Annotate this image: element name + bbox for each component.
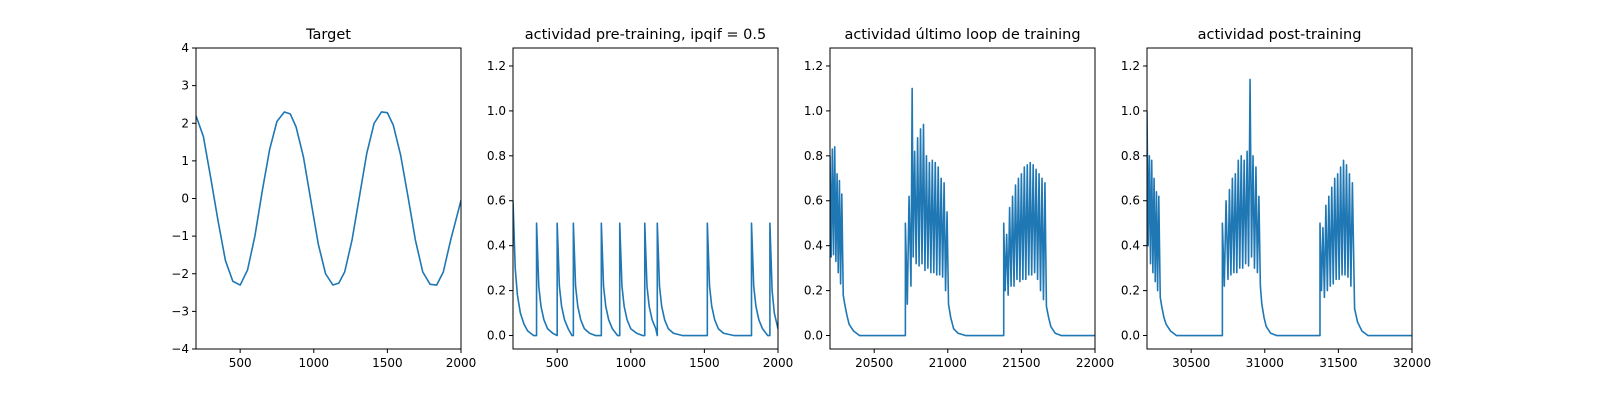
y-tick-label: 0.2 bbox=[804, 284, 823, 298]
x-tick-label: 31500 bbox=[1319, 356, 1357, 370]
y-tick-label: 1.2 bbox=[487, 59, 506, 73]
series-line bbox=[830, 87, 1095, 337]
y-tick-label: 0.8 bbox=[487, 149, 506, 163]
x-tick-label: 500 bbox=[546, 356, 569, 370]
chart-title: actividad pre-training, ipqif = 0.5 bbox=[525, 27, 766, 43]
y-tick-label: 0.6 bbox=[804, 194, 823, 208]
y-tick-label: −4 bbox=[171, 342, 189, 356]
y-tick-label: 0.8 bbox=[1121, 149, 1140, 163]
y-tick-label: 0.2 bbox=[1121, 284, 1140, 298]
y-tick-label: 1.2 bbox=[804, 59, 823, 73]
chart-title: Target bbox=[305, 27, 351, 43]
y-tick-label: 0.4 bbox=[804, 239, 823, 253]
y-tick-label: 0.2 bbox=[487, 284, 506, 298]
y-tick-label: −2 bbox=[171, 267, 189, 281]
y-tick-label: 0.0 bbox=[1121, 329, 1140, 343]
x-tick-label: 2000 bbox=[763, 356, 794, 370]
chart-title: actividad último loop de training bbox=[844, 27, 1080, 43]
x-tick-label: 21000 bbox=[929, 356, 967, 370]
y-tick-label: 0.8 bbox=[804, 149, 823, 163]
plot-frame bbox=[1146, 47, 1413, 350]
y-tick-label: 1.0 bbox=[487, 104, 506, 118]
y-tick-label: −3 bbox=[171, 304, 189, 318]
y-tick-label: 0.4 bbox=[1121, 239, 1140, 253]
y-tick-label: 0 bbox=[181, 192, 189, 206]
y-tick-label: 1.2 bbox=[1121, 59, 1140, 73]
y-tick-label: 3 bbox=[181, 79, 189, 93]
y-tick-label: 4 bbox=[181, 41, 189, 55]
chart-title: actividad post-training bbox=[1198, 27, 1362, 43]
x-tick-label: 22000 bbox=[1076, 356, 1114, 370]
x-tick-label: 1500 bbox=[372, 356, 403, 370]
y-tick-label: 0.0 bbox=[804, 329, 823, 343]
chart-panel-1: 500 1000 1500 2000 −4 −3 −2 −1 0 1 2 3 4 Target bbox=[171, 27, 476, 370]
y-tick-label: 0.6 bbox=[1121, 194, 1140, 208]
y-tick-label: 0.4 bbox=[487, 239, 506, 253]
plot-frame bbox=[829, 47, 1096, 350]
chart-panel-2: 500 1000 1500 2000 0.0 0.2 0.4 0.6 0.8 1.0 1.2 acti… bbox=[487, 27, 793, 370]
x-tick-label: 31000 bbox=[1246, 356, 1284, 370]
y-tick-label: 0.6 bbox=[487, 194, 506, 208]
series-line bbox=[1147, 78, 1412, 337]
chart-panel-4: 30500 31000 31500 32000 0.0 0.2 0.4 0.6 0.8 1.0 1.… bbox=[1121, 27, 1431, 370]
chart-panel-3: 20500 21000 21500 22000 0.0 0.2 0.4 0.6 0.8 1.0 1.… bbox=[804, 27, 1114, 370]
y-tick-label: −1 bbox=[171, 229, 189, 243]
y-tick-label: 1 bbox=[181, 154, 189, 168]
series-line bbox=[513, 200, 778, 337]
plot-frame bbox=[195, 47, 462, 350]
x-tick-label: 1000 bbox=[299, 356, 330, 370]
y-tick-label: 1.0 bbox=[804, 104, 823, 118]
x-tick-label: 1000 bbox=[616, 356, 647, 370]
x-tick-label: 30500 bbox=[1172, 356, 1210, 370]
x-tick-label: 1500 bbox=[689, 356, 720, 370]
x-tick-label: 2000 bbox=[446, 356, 477, 370]
x-tick-label: 21500 bbox=[1002, 356, 1040, 370]
plot-frame bbox=[512, 47, 779, 350]
series-line bbox=[196, 111, 461, 286]
y-tick-label: 0.0 bbox=[487, 329, 506, 343]
y-tick-label: 2 bbox=[181, 116, 189, 130]
x-tick-label: 20500 bbox=[855, 356, 893, 370]
x-tick-label: 500 bbox=[229, 356, 252, 370]
y-tick-label: 1.0 bbox=[1121, 104, 1140, 118]
x-tick-label: 32000 bbox=[1393, 356, 1431, 370]
